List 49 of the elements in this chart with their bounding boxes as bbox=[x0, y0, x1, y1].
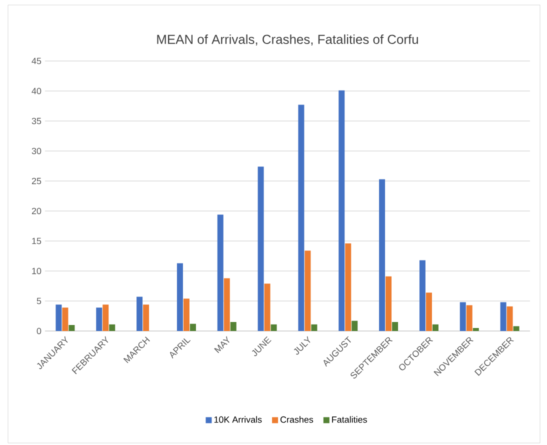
y-tick-label: 30 bbox=[32, 148, 42, 154]
bar bbox=[419, 260, 426, 331]
bar bbox=[264, 284, 270, 331]
bar bbox=[392, 322, 398, 331]
bar bbox=[258, 166, 264, 331]
bar bbox=[230, 322, 236, 331]
bar bbox=[298, 104, 304, 331]
bar bbox=[56, 304, 62, 331]
y-tick-label: 25 bbox=[32, 178, 42, 184]
bar bbox=[345, 243, 352, 331]
bar bbox=[109, 324, 116, 331]
bar bbox=[190, 324, 196, 331]
bar bbox=[224, 278, 230, 331]
bar bbox=[68, 325, 75, 331]
bar bbox=[338, 90, 345, 331]
bar bbox=[386, 276, 392, 331]
bar bbox=[183, 298, 190, 331]
bar bbox=[176, 263, 183, 331]
y-tick-label: 35 bbox=[32, 118, 42, 124]
y-tick-label: 40 bbox=[32, 88, 42, 94]
bar bbox=[460, 302, 466, 331]
bar bbox=[506, 306, 513, 331]
bar bbox=[432, 324, 438, 331]
chart-title: MEAN of Arrivals, Crashes, Fatalities of Corfu bbox=[157, 34, 418, 46]
bar bbox=[304, 250, 311, 331]
legend-label: Fatalities bbox=[332, 416, 367, 423]
bar bbox=[217, 214, 224, 331]
bar bbox=[62, 308, 68, 331]
bar bbox=[136, 296, 143, 331]
bar bbox=[96, 308, 102, 331]
bar bbox=[472, 328, 479, 331]
y-tick-label: 45 bbox=[32, 58, 42, 64]
bar bbox=[500, 302, 506, 331]
bar bbox=[270, 324, 277, 331]
y-tick-label: 20 bbox=[32, 208, 42, 214]
bar bbox=[466, 305, 472, 331]
legend-label: 10K Arrivals bbox=[214, 416, 262, 423]
y-tick-label: 10 bbox=[32, 268, 42, 274]
bar bbox=[102, 304, 109, 331]
bar bbox=[143, 304, 150, 331]
bar bbox=[426, 292, 432, 331]
bar bbox=[513, 326, 520, 331]
bar bbox=[379, 179, 386, 331]
y-tick-label: 5 bbox=[36, 298, 42, 304]
bar bbox=[352, 320, 358, 331]
y-tick-label: 0 bbox=[36, 328, 42, 334]
bar bbox=[311, 324, 318, 331]
legend-label: Crashes bbox=[280, 416, 314, 423]
y-tick-label: 15 bbox=[32, 238, 42, 244]
